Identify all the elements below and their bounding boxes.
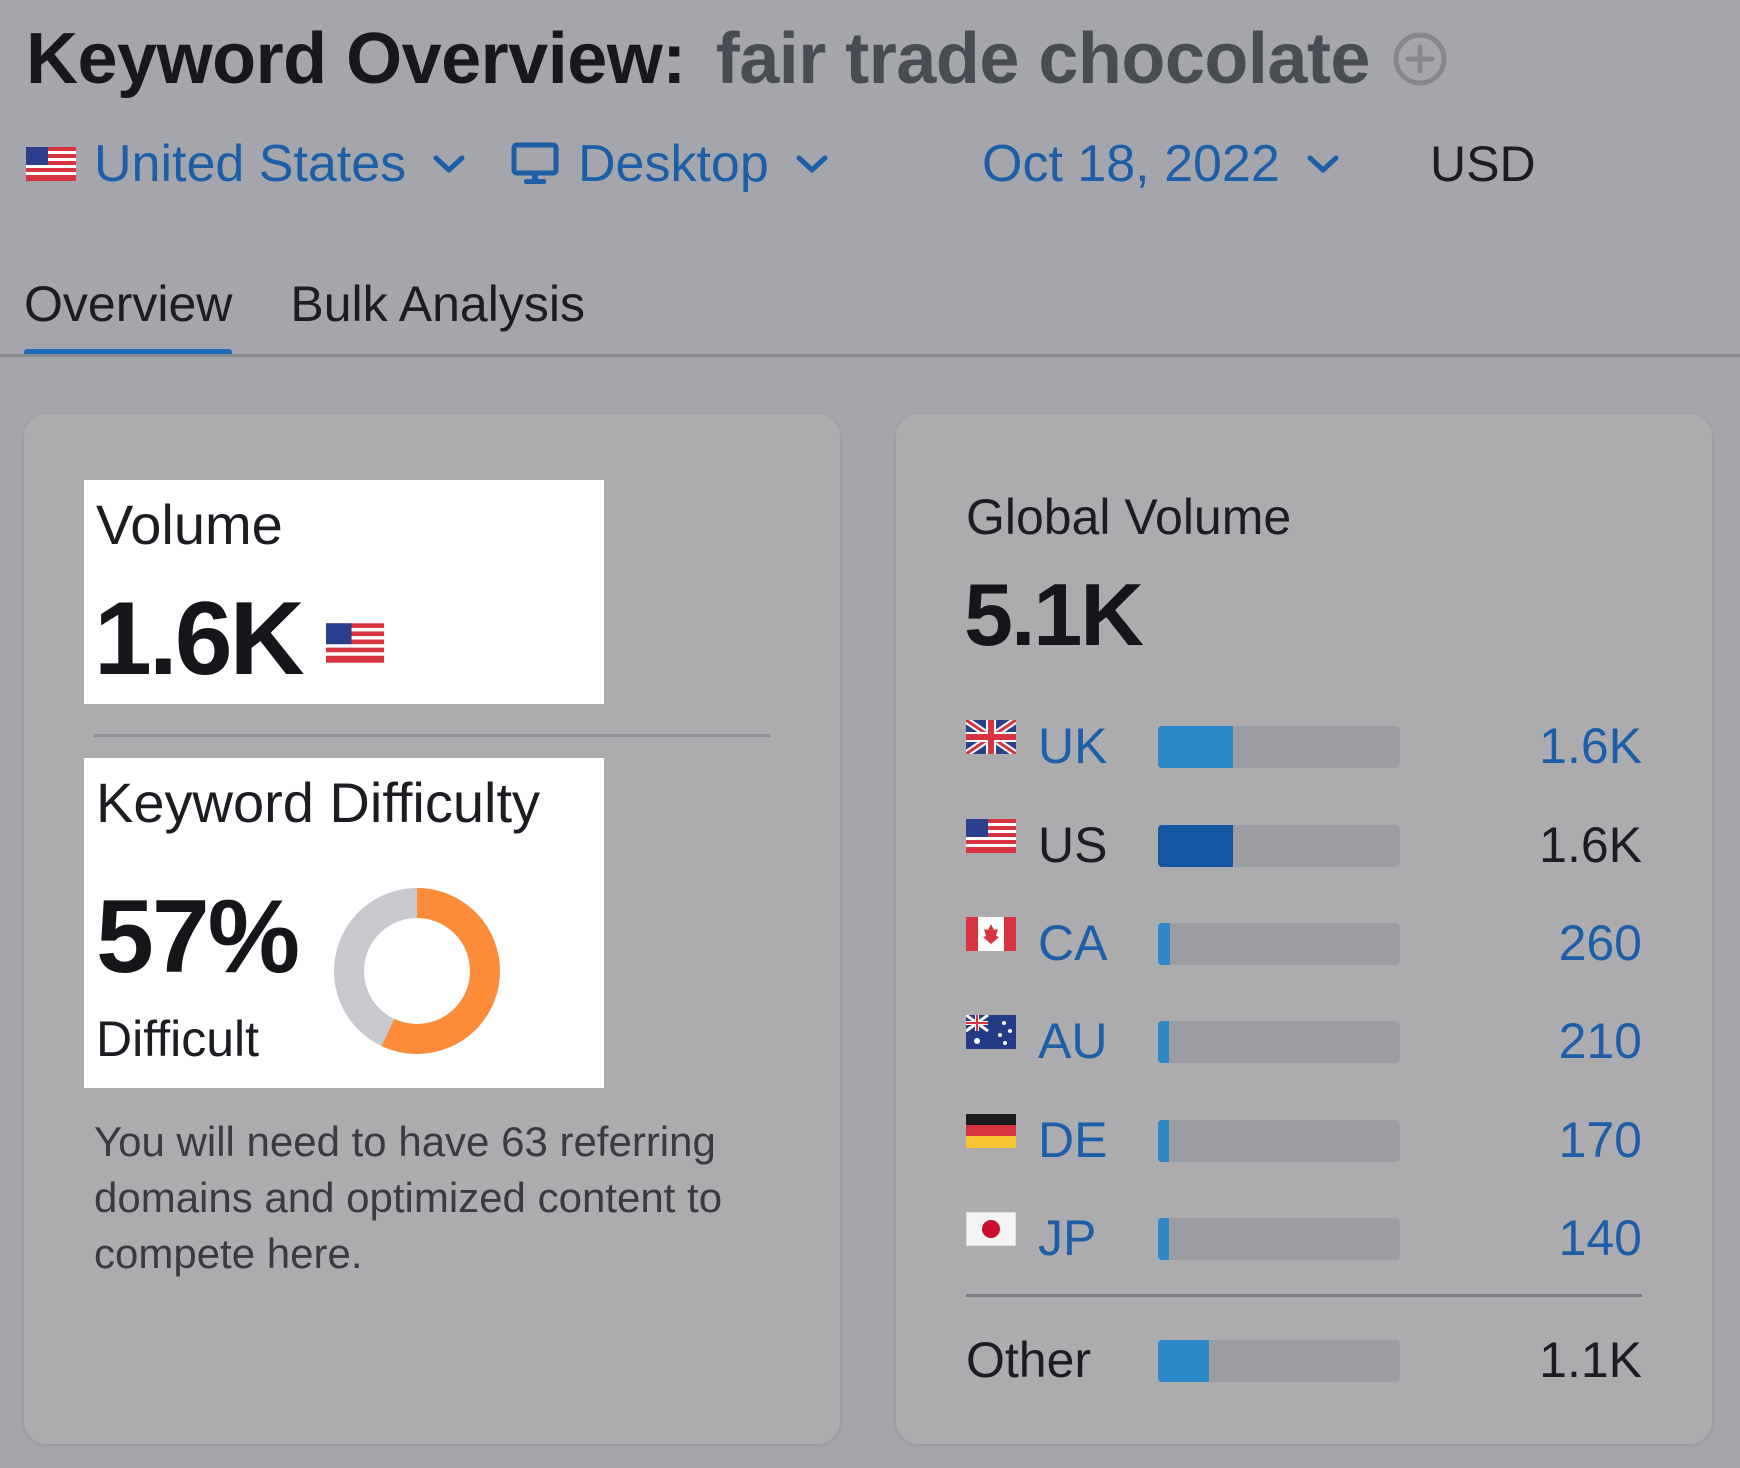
page-title-row: Keyword Overview: fair trade chocolate [26, 18, 1448, 100]
page-title: Keyword Overview: [26, 19, 686, 99]
country-code: US [1038, 817, 1108, 873]
device-label: Desktop [578, 135, 769, 193]
country-code: DE [1038, 1112, 1108, 1168]
volume-share-bar [1158, 923, 1400, 965]
kd-label: Keyword Difficulty [96, 771, 541, 834]
volume-share-bar [1158, 1340, 1400, 1382]
volume-share-fill [1158, 726, 1234, 768]
volume-share-fill [1158, 1340, 1209, 1382]
volume-share-fill [1158, 825, 1234, 867]
us-flag-icon [326, 623, 384, 663]
other-volume: 1.1K [1539, 1332, 1642, 1388]
country-row-uk[interactable]: UK 1.6K [966, 716, 1642, 776]
keyword-text: fair trade chocolate [715, 19, 1371, 99]
chevron-down-icon [796, 155, 828, 173]
currency-indicator: USD [1430, 134, 1536, 194]
country-volume[interactable]: 210 [1558, 1013, 1642, 1069]
country-row-us: US 1.6K [966, 815, 1642, 875]
country-row-jp[interactable]: JP 140 [966, 1208, 1642, 1268]
volume-share-fill [1158, 1120, 1169, 1162]
tab-bulk-analysis[interactable]: Bulk Analysis [290, 276, 585, 332]
global-volume-value: 5.1K [964, 565, 1144, 664]
canada-flag-icon [966, 917, 1016, 951]
chevron-down-icon [1307, 155, 1339, 173]
volume-share-bar [1158, 1021, 1400, 1063]
difficulty-donut-chart [334, 888, 500, 1054]
volume-share-bar [1158, 825, 1400, 867]
country-volume[interactable]: 1.6K [1539, 718, 1642, 774]
kd-note: You will need to have 63 referring domai… [94, 1118, 723, 1277]
global-volume-card: Global Volume 5.1K UK 1.6K [896, 414, 1712, 1444]
volume-share-bar [1158, 1218, 1400, 1260]
australia-flag-icon [966, 1015, 1016, 1049]
country-volume[interactable]: 140 [1558, 1210, 1642, 1266]
filter-bar: United States Desktop Oct 18, 2022 USD [26, 134, 1626, 194]
date-label: Oct 18, 2022 [982, 135, 1280, 193]
tabs-divider [0, 354, 1740, 357]
country-label: United States [94, 135, 407, 193]
country-code: CA [1038, 915, 1108, 971]
volume-label: Volume [96, 493, 283, 556]
tab-bar: Overview Bulk Analysis [24, 272, 643, 356]
global-volume-label: Global Volume [966, 489, 1292, 545]
difficulty-donut-arc [334, 888, 500, 1054]
country-code: JP [1038, 1210, 1097, 1266]
volume-difficulty-card: Volume 1.6K Keyword Difficulty 57% Diffi… [24, 414, 840, 1444]
country-dropdown[interactable]: United States [26, 134, 466, 194]
volume-widget: Volume 1.6K [84, 480, 604, 704]
country-row-other: Other 1.1K [966, 1330, 1642, 1390]
country-row-de[interactable]: DE 170 [966, 1110, 1642, 1170]
country-volume: 1.6K [1539, 817, 1642, 873]
volume-share-fill [1158, 1218, 1169, 1260]
kd-value: 57% [96, 879, 300, 995]
add-to-list-icon[interactable] [1392, 31, 1448, 87]
global-volume-divider [966, 1294, 1642, 1297]
japan-flag-icon [966, 1212, 1016, 1246]
us-flag-icon [966, 819, 1016, 853]
device-dropdown[interactable]: Desktop [510, 134, 829, 194]
country-code: AU [1038, 1013, 1108, 1069]
other-label: Other [966, 1332, 1092, 1388]
country-row-ca[interactable]: CA 260 [966, 913, 1642, 973]
volume-share-fill [1158, 923, 1171, 965]
us-flag-icon [26, 147, 76, 181]
kd-level: Difficult [96, 1011, 260, 1067]
card-divider [94, 734, 770, 737]
volume-value: 1.6K [94, 581, 305, 697]
country-code: UK [1038, 718, 1108, 774]
country-volume[interactable]: 170 [1558, 1112, 1642, 1168]
uk-flag-icon [966, 720, 1016, 754]
germany-flag-icon [966, 1114, 1016, 1148]
volume-share-bar [1158, 1120, 1400, 1162]
desktop-icon [511, 142, 559, 184]
date-dropdown[interactable]: Oct 18, 2022 [982, 134, 1340, 194]
volume-share-fill [1158, 1021, 1169, 1063]
tab-overview[interactable]: Overview [24, 272, 233, 356]
keyword-difficulty-widget: Keyword Difficulty 57% Difficult [84, 758, 604, 1088]
country-volume[interactable]: 260 [1558, 915, 1642, 971]
country-row-au[interactable]: AU 210 [966, 1011, 1642, 1071]
volume-share-bar [1158, 726, 1400, 768]
chevron-down-icon [433, 155, 465, 173]
currency-label: USD [1430, 136, 1536, 192]
